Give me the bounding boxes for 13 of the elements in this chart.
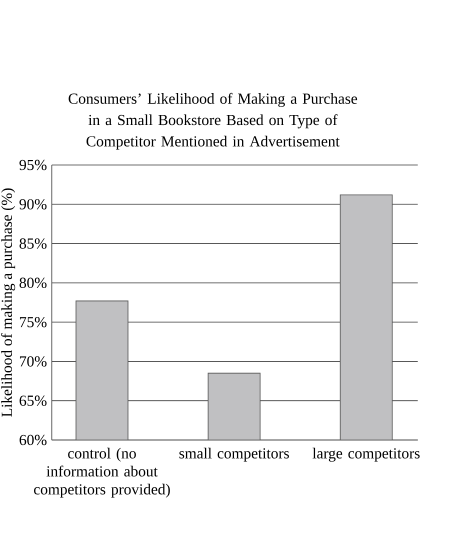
y-axis-title: Likelihood of making a purchase (%) [1, 188, 16, 417]
x-tick-label: large competitors [312, 448, 420, 462]
x-tick-label: small competitors [179, 448, 289, 462]
y-tick-label: 65% [20, 396, 47, 406]
y-tick-label: 60% [20, 434, 47, 446]
y-tick-label: 80% [20, 278, 47, 288]
chart-title: Consumers’ Likelihood of Making a Purchase in a Small Bookstore Based on Type of Competitor Mentioned in Advertisement [68, 92, 358, 150]
y-tick-label: 75% [20, 316, 47, 328]
y-tick-label: 90% [19, 199, 47, 210]
y-tick-label: 85% [20, 238, 47, 249]
y-tick-label: 95% [19, 160, 47, 170]
y-tick-label: 70% [20, 356, 47, 367]
x-tick-label: control (no information about competitors provided) [34, 448, 170, 498]
